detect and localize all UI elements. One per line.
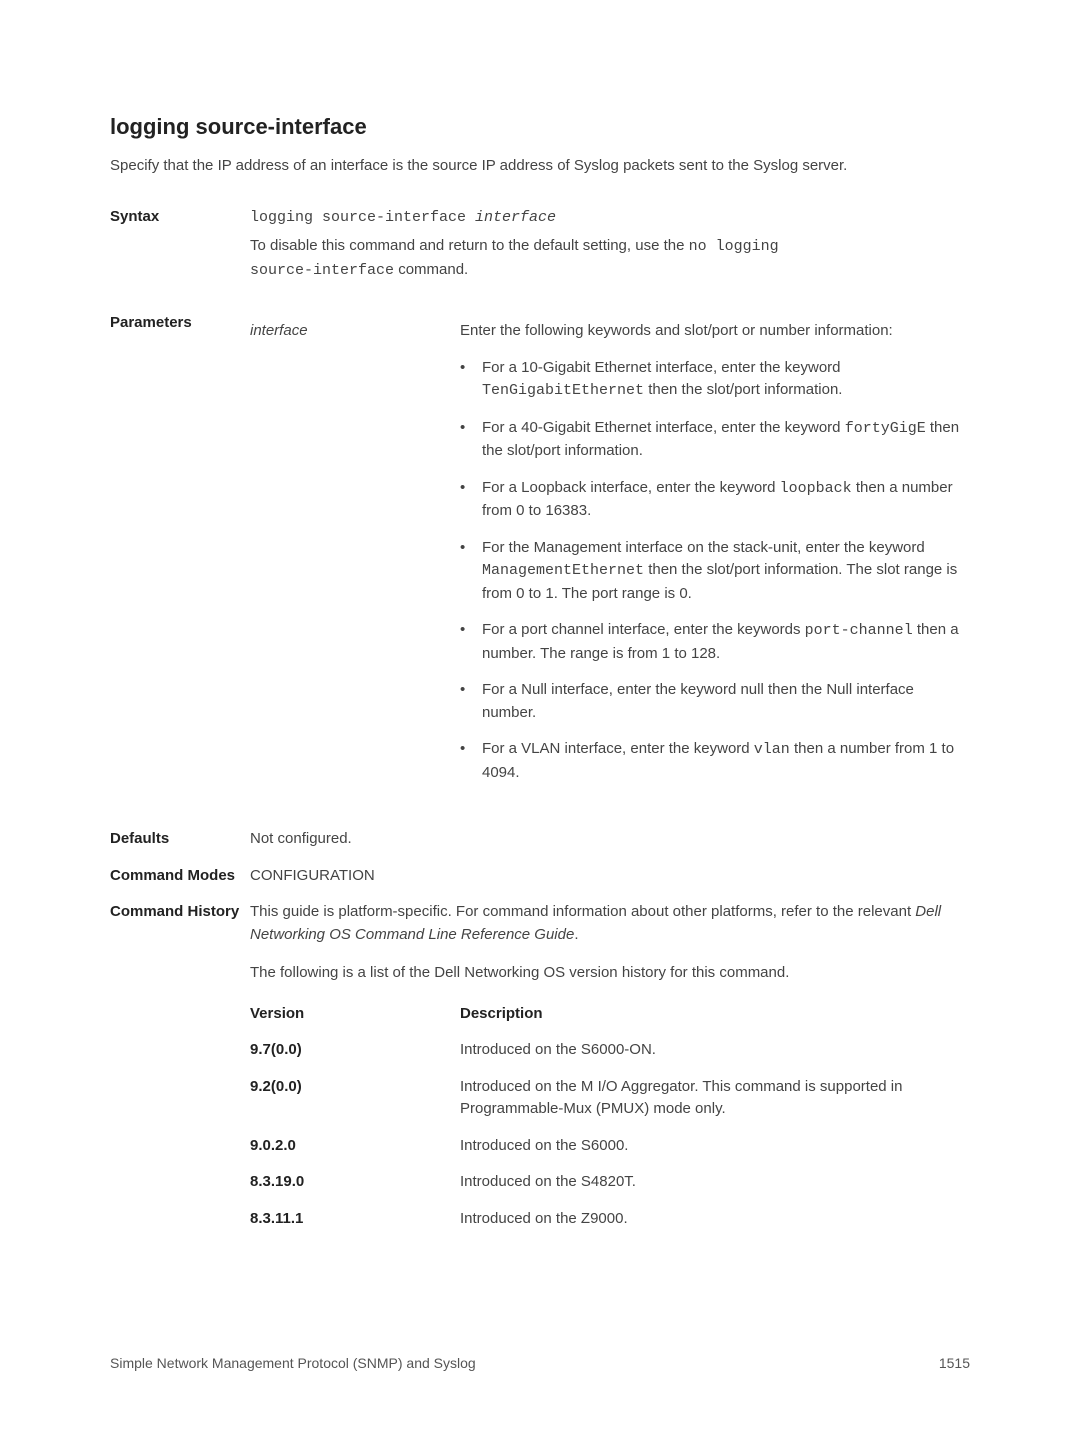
bullet-icon: • [460, 679, 482, 724]
version-header: Version [250, 1003, 460, 1026]
table-row: 9.2(0.0)Introduced on the M I/O Aggregat… [250, 1076, 970, 1121]
list-item: •For a Null interface, enter the keyword… [460, 679, 970, 724]
bullet-icon: • [460, 738, 482, 784]
param-list: •For a 10-Gigabit Ethernet interface, en… [460, 357, 970, 785]
syntax-content: logging source-interface interface To di… [250, 206, 970, 283]
bullet-icon: • [460, 537, 482, 606]
intro-text: Specify that the IP address of an interf… [110, 155, 970, 178]
parameters-content: interface Enter the following keywords a… [250, 312, 970, 798]
list-item: •For a 40-Gigabit Ethernet interface, en… [460, 417, 970, 463]
table-row: 8.3.11.1Introduced on the Z9000. [250, 1208, 970, 1231]
syntax-cmd-arg: interface [475, 209, 556, 226]
footer-page-number: 1515 [939, 1353, 970, 1374]
page-footer: Simple Network Management Protocol (SNMP… [110, 1353, 970, 1374]
param-lead: Enter the following keywords and slot/po… [460, 320, 970, 343]
bullet-icon: • [460, 417, 482, 463]
syntax-cmd-prefix: logging source-interface [250, 209, 475, 226]
table-row: 8.3.19.0Introduced on the S4820T. [250, 1171, 970, 1194]
parameters-label: Parameters [110, 312, 250, 798]
description-header: Description [460, 1003, 970, 1026]
parameters-row: Parameters interface Enter the following… [110, 312, 970, 798]
page-heading: logging source-interface [110, 110, 970, 143]
param-desc: Enter the following keywords and slot/po… [460, 320, 970, 798]
syntax-disable-post: command. [394, 261, 468, 278]
version-table: Version Description 9.7(0.0)Introduced o… [250, 1003, 970, 1231]
table-row: 9.7(0.0)Introduced on the S6000-ON. [250, 1039, 970, 1062]
footer-left: Simple Network Management Protocol (SNMP… [110, 1353, 476, 1374]
defaults-row: Defaults Not configured. [110, 828, 970, 851]
list-item: •For a VLAN interface, enter the keyword… [460, 738, 970, 784]
history-label: Command History [110, 901, 250, 1244]
param-name: interface [250, 320, 460, 798]
list-item: •For a Loopback interface, enter the key… [460, 477, 970, 523]
list-item: •For a 10-Gigabit Ethernet interface, en… [460, 357, 970, 403]
history-row: Command History This guide is platform-s… [110, 901, 970, 1244]
bullet-icon: • [460, 477, 482, 523]
bullet-icon: • [460, 619, 482, 665]
defaults-label: Defaults [110, 828, 250, 851]
list-item: •For the Management interface on the sta… [460, 537, 970, 606]
table-row: 9.0.2.0Introduced on the S6000. [250, 1135, 970, 1158]
modes-value: CONFIGURATION [250, 865, 970, 888]
syntax-label: Syntax [110, 206, 250, 283]
bullet-icon: • [460, 357, 482, 403]
history-content: This guide is platform-specific. For com… [250, 901, 970, 1244]
syntax-disable-mono2: source-interface [250, 262, 394, 279]
modes-label: Command Modes [110, 865, 250, 888]
syntax-disable-mono1: no logging [689, 238, 779, 255]
syntax-row: Syntax logging source-interface interfac… [110, 206, 970, 283]
list-item: •For a port channel interface, enter the… [460, 619, 970, 665]
syntax-disable-pre: To disable this command and return to th… [250, 237, 689, 254]
history-p2: The following is a list of the Dell Netw… [250, 962, 970, 985]
modes-row: Command Modes CONFIGURATION [110, 865, 970, 888]
defaults-value: Not configured. [250, 828, 970, 851]
